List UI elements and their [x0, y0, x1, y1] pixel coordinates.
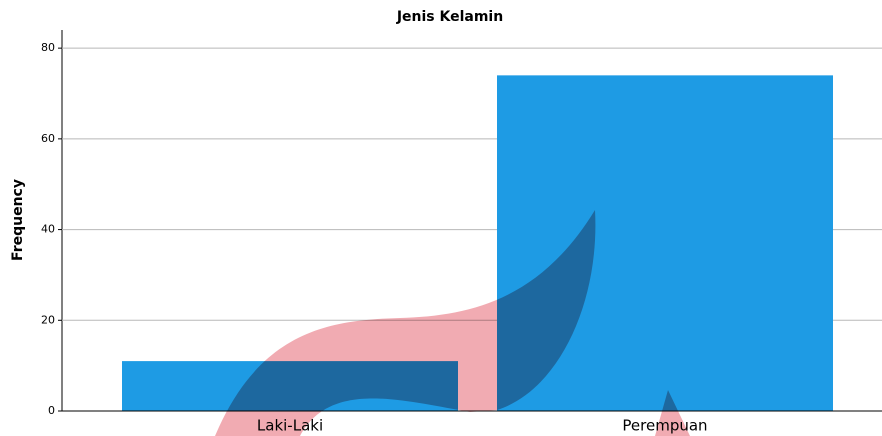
y-tick-label: 40 — [41, 223, 55, 236]
chart-title: Jenis Kelamin — [396, 9, 503, 25]
y-tick-label: 0 — [48, 404, 55, 417]
y-tick-label: 20 — [41, 313, 55, 326]
y-tick-label: 80 — [41, 41, 55, 54]
y-axis-label: Frequency — [10, 179, 26, 261]
y-tick-label: 60 — [41, 132, 55, 145]
watermark — [215, 210, 690, 436]
